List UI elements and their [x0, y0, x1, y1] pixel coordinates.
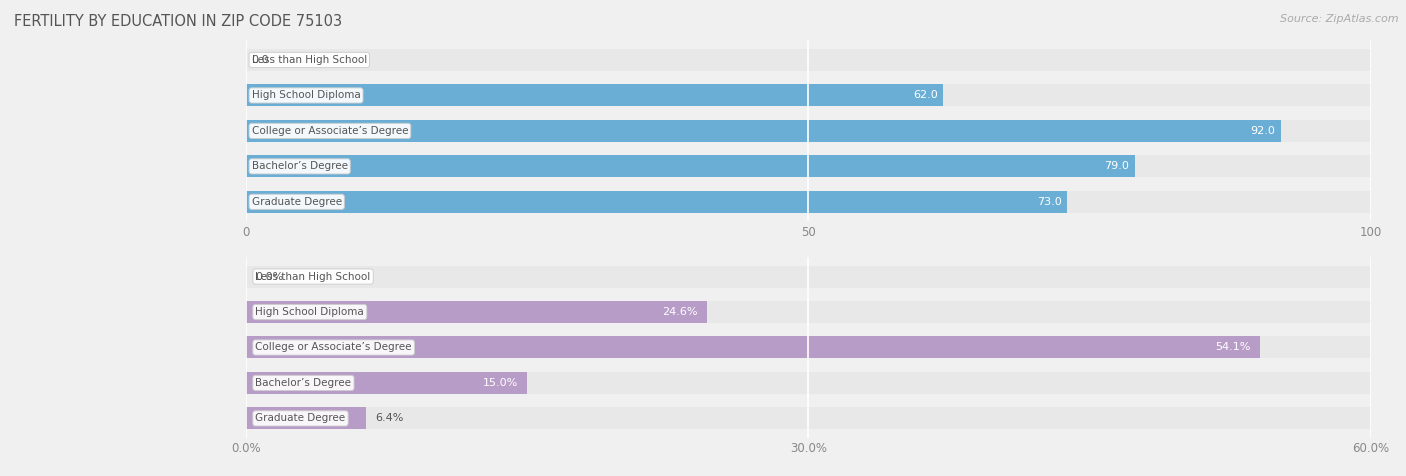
Text: Bachelor’s Degree: Bachelor’s Degree — [256, 378, 352, 388]
Bar — [246, 191, 1067, 213]
Text: 0.0%: 0.0% — [256, 271, 284, 281]
Bar — [246, 266, 1371, 288]
Bar — [246, 84, 1371, 107]
Text: Less than High School: Less than High School — [256, 271, 371, 281]
Text: Bachelor’s Degree: Bachelor’s Degree — [252, 161, 347, 171]
Text: Graduate Degree: Graduate Degree — [256, 414, 346, 424]
Text: Less than High School: Less than High School — [252, 55, 367, 65]
Text: 54.1%: 54.1% — [1216, 342, 1251, 353]
Text: 92.0: 92.0 — [1250, 126, 1275, 136]
Bar — [246, 49, 1371, 71]
Bar — [246, 407, 366, 429]
Bar — [246, 155, 1135, 178]
Text: 79.0: 79.0 — [1104, 161, 1129, 171]
Text: Graduate Degree: Graduate Degree — [252, 197, 342, 207]
Bar — [246, 155, 1371, 178]
Text: 24.6%: 24.6% — [662, 307, 697, 317]
Bar — [246, 301, 1371, 323]
Bar — [246, 372, 527, 394]
Text: 0.0: 0.0 — [252, 55, 270, 65]
Text: 15.0%: 15.0% — [482, 378, 517, 388]
Text: 62.0: 62.0 — [912, 90, 938, 100]
Bar — [246, 301, 707, 323]
Text: High School Diploma: High School Diploma — [256, 307, 364, 317]
Bar — [246, 407, 1371, 429]
Text: FERTILITY BY EDUCATION IN ZIP CODE 75103: FERTILITY BY EDUCATION IN ZIP CODE 75103 — [14, 14, 342, 30]
Text: College or Associate’s Degree: College or Associate’s Degree — [252, 126, 408, 136]
Bar — [246, 84, 943, 107]
Text: 6.4%: 6.4% — [375, 414, 404, 424]
Bar — [246, 120, 1281, 142]
Bar — [246, 191, 1371, 213]
Bar — [246, 337, 1260, 358]
Text: 73.0: 73.0 — [1036, 197, 1062, 207]
Text: College or Associate’s Degree: College or Associate’s Degree — [256, 342, 412, 353]
Text: High School Diploma: High School Diploma — [252, 90, 360, 100]
Bar — [246, 372, 1371, 394]
Bar — [246, 337, 1371, 358]
Bar — [246, 120, 1371, 142]
Text: Source: ZipAtlas.com: Source: ZipAtlas.com — [1281, 14, 1399, 24]
